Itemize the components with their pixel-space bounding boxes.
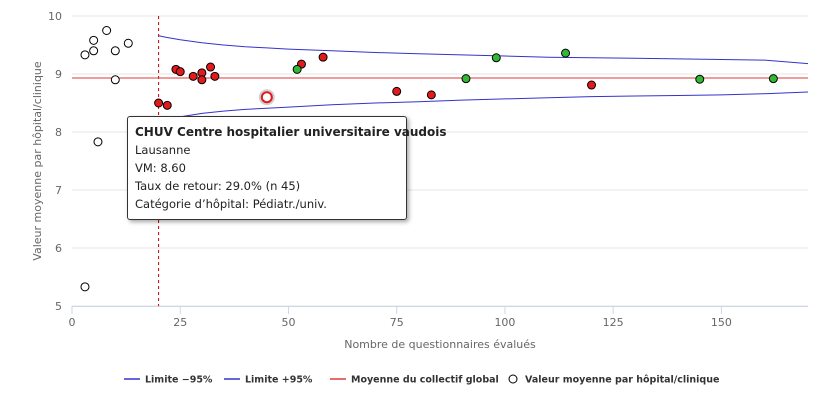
legend[interactable]: Limite −95% Limite +95% Moyenne du collect… bbox=[124, 374, 719, 386]
legend-item[interactable]: Valeur moyenne par hôpital/clinique bbox=[508, 374, 719, 386]
y-axis-title: Valeur moyenne par hôpital/clinique bbox=[31, 61, 44, 261]
legend-item[interactable]: Limite −95% bbox=[124, 375, 213, 386]
x-tick-label: 25 bbox=[173, 316, 187, 329]
data-point[interactable] bbox=[210, 71, 220, 81]
data-point[interactable] bbox=[392, 86, 402, 96]
data-point[interactable] bbox=[461, 74, 471, 84]
data-point[interactable] bbox=[80, 50, 90, 60]
data-point[interactable] bbox=[154, 98, 164, 108]
data-point[interactable] bbox=[206, 62, 216, 72]
data-point[interactable] bbox=[318, 52, 328, 62]
point-tooltip: CHUV Centre hospitalier universitaire va… bbox=[127, 116, 447, 220]
legend-item[interactable]: Limite +95% bbox=[224, 375, 313, 386]
x-tick-label: 0 bbox=[69, 316, 76, 329]
limit-lower-line bbox=[158, 91, 809, 122]
x-axis-title: Nombre de questionnaires évalués bbox=[344, 338, 536, 351]
data-point[interactable] bbox=[768, 74, 778, 84]
x-tick-label: 100 bbox=[494, 316, 515, 329]
tooltip-title: CHUV Centre hospitalier universitaire va… bbox=[135, 125, 447, 139]
legend-item[interactable]: Moyenne du collectif global bbox=[330, 375, 499, 386]
data-point[interactable] bbox=[561, 48, 571, 58]
data-point-selected[interactable] bbox=[260, 91, 273, 104]
data-point[interactable] bbox=[110, 75, 120, 85]
y-tick-label: 7 bbox=[55, 184, 62, 197]
y-tick-label: 9 bbox=[55, 68, 62, 81]
data-point[interactable] bbox=[491, 53, 501, 63]
limit-upper-line bbox=[158, 35, 809, 65]
x-tick-label: 125 bbox=[603, 316, 624, 329]
legend-label: Moyenne du collectif global bbox=[351, 375, 499, 386]
data-point[interactable] bbox=[102, 26, 112, 35]
x-tick-label: 50 bbox=[281, 316, 295, 329]
y-tick-label: 10 bbox=[48, 10, 62, 23]
data-point[interactable] bbox=[175, 67, 185, 77]
data-point[interactable] bbox=[426, 90, 436, 100]
tooltip-rate: Taux de retour: 29.0% (n 45) bbox=[135, 179, 301, 193]
data-point[interactable] bbox=[188, 71, 198, 81]
data-point[interactable] bbox=[197, 75, 207, 85]
data-point[interactable] bbox=[695, 74, 705, 84]
legend-label: Limite −95% bbox=[145, 375, 213, 386]
y-tick-label: 8 bbox=[55, 126, 62, 139]
data-point[interactable] bbox=[93, 137, 103, 147]
y-tick-label: 5 bbox=[55, 300, 62, 313]
data-point[interactable] bbox=[292, 64, 302, 74]
legend-label: Limite +95% bbox=[245, 375, 313, 386]
tooltip-city: Lausanne bbox=[135, 143, 191, 157]
data-points bbox=[80, 26, 778, 292]
tooltip-vm: VM: 8.60 bbox=[135, 161, 186, 175]
data-point[interactable] bbox=[123, 38, 133, 48]
x-tick-label: 75 bbox=[390, 316, 404, 329]
legend-marker-symbol bbox=[508, 374, 518, 384]
y-tick-label: 6 bbox=[55, 242, 62, 255]
legend-label: Valeur moyenne par hôpital/clinique bbox=[525, 375, 719, 386]
data-point[interactable] bbox=[89, 46, 99, 56]
data-point[interactable] bbox=[162, 100, 172, 110]
data-point[interactable] bbox=[587, 80, 597, 90]
data-point[interactable] bbox=[110, 46, 120, 56]
x-tick-label: 150 bbox=[711, 316, 732, 329]
data-point[interactable] bbox=[80, 282, 90, 292]
data-point[interactable] bbox=[89, 35, 99, 45]
tooltip-category: Catégorie d’hôpital: Pédiatr./univ. bbox=[135, 197, 327, 211]
